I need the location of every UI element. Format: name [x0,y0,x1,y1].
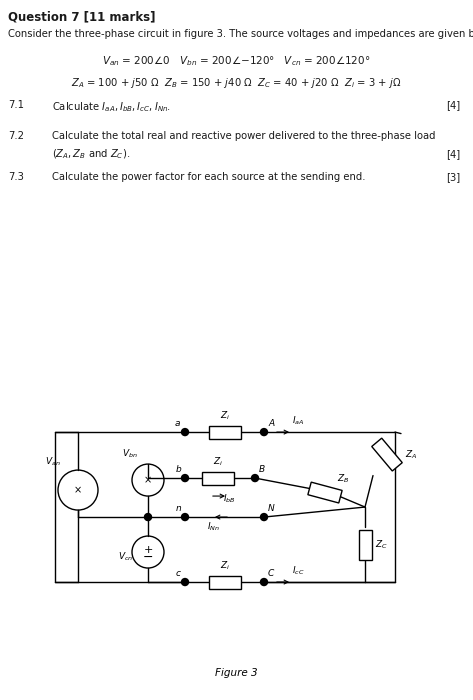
Text: $Z_i$: $Z_i$ [220,410,230,422]
Text: Figure 3: Figure 3 [215,668,257,678]
Bar [359,529,371,559]
Text: 7.3: 7.3 [8,172,24,181]
Text: $Z_i$: $Z_i$ [213,456,223,468]
Circle shape [252,475,259,482]
Text: 7.2: 7.2 [8,131,24,141]
Text: 7.1: 7.1 [8,100,24,110]
Circle shape [182,578,189,585]
Text: [4]: [4] [446,149,460,159]
Text: Calculate the total real and reactive power delivered to the three-phase load: Calculate the total real and reactive po… [52,131,436,141]
Text: Question 7 [11 marks]: Question 7 [11 marks] [8,10,156,23]
Circle shape [261,578,268,585]
Circle shape [182,475,189,482]
Circle shape [145,514,151,520]
Text: −: − [143,550,153,564]
Polygon shape [372,438,402,471]
Text: $I_{Nn}$: $I_{Nn}$ [207,520,219,533]
Circle shape [144,514,151,521]
Text: $I_{bB}$: $I_{bB}$ [223,492,236,505]
Text: B: B [259,465,265,474]
Text: ×: × [144,475,152,485]
Text: $I_{aA}$: $I_{aA}$ [292,414,305,427]
Text: C: C [268,569,274,578]
Text: A: A [268,419,274,428]
Text: $Z_A$ = 100 + $j$50 $\Omega$  $Z_B$ = 150 + $j$40 $\Omega$  $Z_C$ = 40 + $j$20 $: $Z_A$ = 100 + $j$50 $\Omega$ $Z_B$ = 150… [71,76,401,90]
Circle shape [261,514,268,521]
Circle shape [182,514,189,521]
Polygon shape [308,482,342,503]
Text: +: + [143,545,153,555]
Text: a: a [175,419,180,428]
Text: b: b [175,465,181,474]
Text: $V_{an}$: $V_{an}$ [45,456,61,468]
Text: [3]: [3] [446,172,460,181]
Text: $V_{cn}$: $V_{cn}$ [118,551,133,564]
Text: $I_{cC}$: $I_{cC}$ [292,564,305,577]
Text: $Z_i$: $Z_i$ [220,559,230,572]
Bar [209,426,241,439]
Text: $V_{bn}$: $V_{bn}$ [122,447,138,460]
Text: ×: × [74,485,82,495]
Bar [202,472,234,484]
Text: N: N [268,504,275,513]
Text: [4]: [4] [446,100,460,110]
Circle shape [261,428,268,435]
Bar [209,575,241,589]
Text: Calculate the power factor for each source at the sending end.: Calculate the power factor for each sour… [52,172,366,181]
Text: n: n [175,504,181,513]
Text: c: c [176,569,181,578]
Text: $Z_C$: $Z_C$ [375,538,388,551]
Text: $(Z_A, Z_B$ and $Z_C)$.: $(Z_A, Z_B$ and $Z_C)$. [52,147,130,161]
Text: Calculate $I_{aA}, I_{bB}, I_{cC}, I_{Nn}$.: Calculate $I_{aA}, I_{bB}, I_{cC}, I_{Nn… [52,100,171,114]
Circle shape [182,428,189,435]
Text: Consider the three-phase circuit in figure 3. The source voltages and impedances: Consider the three-phase circuit in figu… [8,29,473,38]
Text: $V_{an}$ = 200$\angle$0   $V_{bn}$ = 200$\angle$$-$120°   $V_{cn}$ = 200$\angle$: $V_{an}$ = 200$\angle$0 $V_{bn}$ = 200$\… [102,54,370,68]
Text: $Z_B$: $Z_B$ [337,472,350,484]
Text: $Z_A$: $Z_A$ [405,448,417,461]
